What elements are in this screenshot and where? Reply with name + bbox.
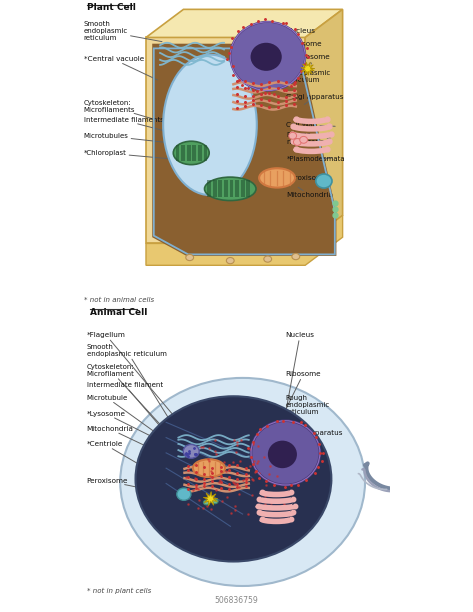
Text: Cytoskeleton:
Microfilaments: Cytoskeleton: Microfilaments [84,100,162,122]
Ellipse shape [251,43,282,71]
Polygon shape [241,181,245,197]
Text: Mitochondria: Mitochondria [87,426,191,468]
Polygon shape [246,181,250,197]
Text: Smooth
endoplasmic
reticulum: Smooth endoplasmic reticulum [84,21,162,42]
Text: Plasma
membrane: Plasma membrane [286,463,332,481]
Text: Intermediate filament: Intermediate filament [87,382,172,440]
Ellipse shape [173,141,209,165]
Text: Ribosome: Ribosome [262,371,321,457]
Polygon shape [204,145,208,161]
Text: * not in plant cells: * not in plant cells [87,588,151,594]
Ellipse shape [230,22,305,91]
Ellipse shape [203,500,210,505]
Polygon shape [152,43,336,256]
Text: Nucleus: Nucleus [258,28,315,40]
Polygon shape [219,181,222,197]
Text: Nucleus: Nucleus [280,332,315,444]
Text: Intermediate filaments: Intermediate filaments [84,117,165,131]
Text: *Central vacuole: *Central vacuole [84,56,158,80]
Text: *Centriole: *Centriole [87,441,200,500]
Ellipse shape [227,258,234,264]
Polygon shape [146,37,305,244]
Text: Cytoskeleton:
Microfilament: Cytoskeleton: Microfilament [87,364,170,436]
Polygon shape [207,181,211,197]
Text: Animal Cell: Animal Cell [89,308,147,316]
Ellipse shape [300,136,307,143]
Text: Smooth
endoplasmic reticulum: Smooth endoplasmic reticulum [87,344,175,429]
Ellipse shape [120,378,365,586]
Text: 506836759: 506836759 [215,596,258,605]
Polygon shape [235,181,239,197]
Ellipse shape [316,174,332,188]
Ellipse shape [163,54,257,195]
Polygon shape [224,181,228,197]
Text: Plant Cell: Plant Cell [87,3,136,12]
Ellipse shape [183,444,199,458]
Ellipse shape [212,499,218,504]
Text: Cell Wall: Cell Wall [287,122,335,128]
Polygon shape [181,145,185,161]
Polygon shape [203,491,218,506]
Ellipse shape [177,488,191,501]
Text: Peroxisome: Peroxisome [287,175,328,181]
Text: *Plasmodesmata: *Plasmodesmata [287,156,345,162]
Ellipse shape [259,168,295,188]
Text: Peroxisome: Peroxisome [87,478,176,495]
Text: Centrosome: Centrosome [287,54,330,64]
Text: Rough
endoplasmic
reticulum: Rough endoplasmic reticulum [258,395,330,476]
Text: * not in animal cells: * not in animal cells [84,297,154,303]
Ellipse shape [268,441,297,468]
Ellipse shape [251,421,320,485]
Text: Golgi apparatus: Golgi apparatus [287,94,344,105]
Ellipse shape [204,177,256,201]
Ellipse shape [293,138,301,146]
Ellipse shape [136,397,332,562]
Ellipse shape [289,132,297,139]
Polygon shape [229,181,233,197]
Polygon shape [175,145,179,161]
Text: *Flagellum: *Flagellum [87,332,198,445]
Text: Rough
endoplasmic
reticulum: Rough endoplasmic reticulum [267,64,331,83]
Text: Microtubules: Microtubules [84,133,168,143]
Polygon shape [305,9,342,244]
Text: Golgi apparatus: Golgi apparatus [272,430,343,499]
Ellipse shape [193,459,225,477]
Text: Microtubule: Microtubule [87,395,173,445]
Text: Mitochondria: Mitochondria [287,187,333,198]
Polygon shape [146,9,342,37]
Polygon shape [193,145,196,161]
Text: *Chloroplast: *Chloroplast [84,150,171,159]
Text: Plasma
membrane: Plasma membrane [287,132,331,146]
Text: Ribosome: Ribosome [254,40,322,48]
Polygon shape [198,145,202,161]
Polygon shape [146,215,342,266]
Polygon shape [301,62,315,75]
Polygon shape [213,181,217,197]
Polygon shape [187,145,191,161]
Ellipse shape [292,253,300,259]
Ellipse shape [264,256,272,262]
Text: *Lysosome: *Lysosome [87,411,182,452]
Ellipse shape [186,255,193,261]
